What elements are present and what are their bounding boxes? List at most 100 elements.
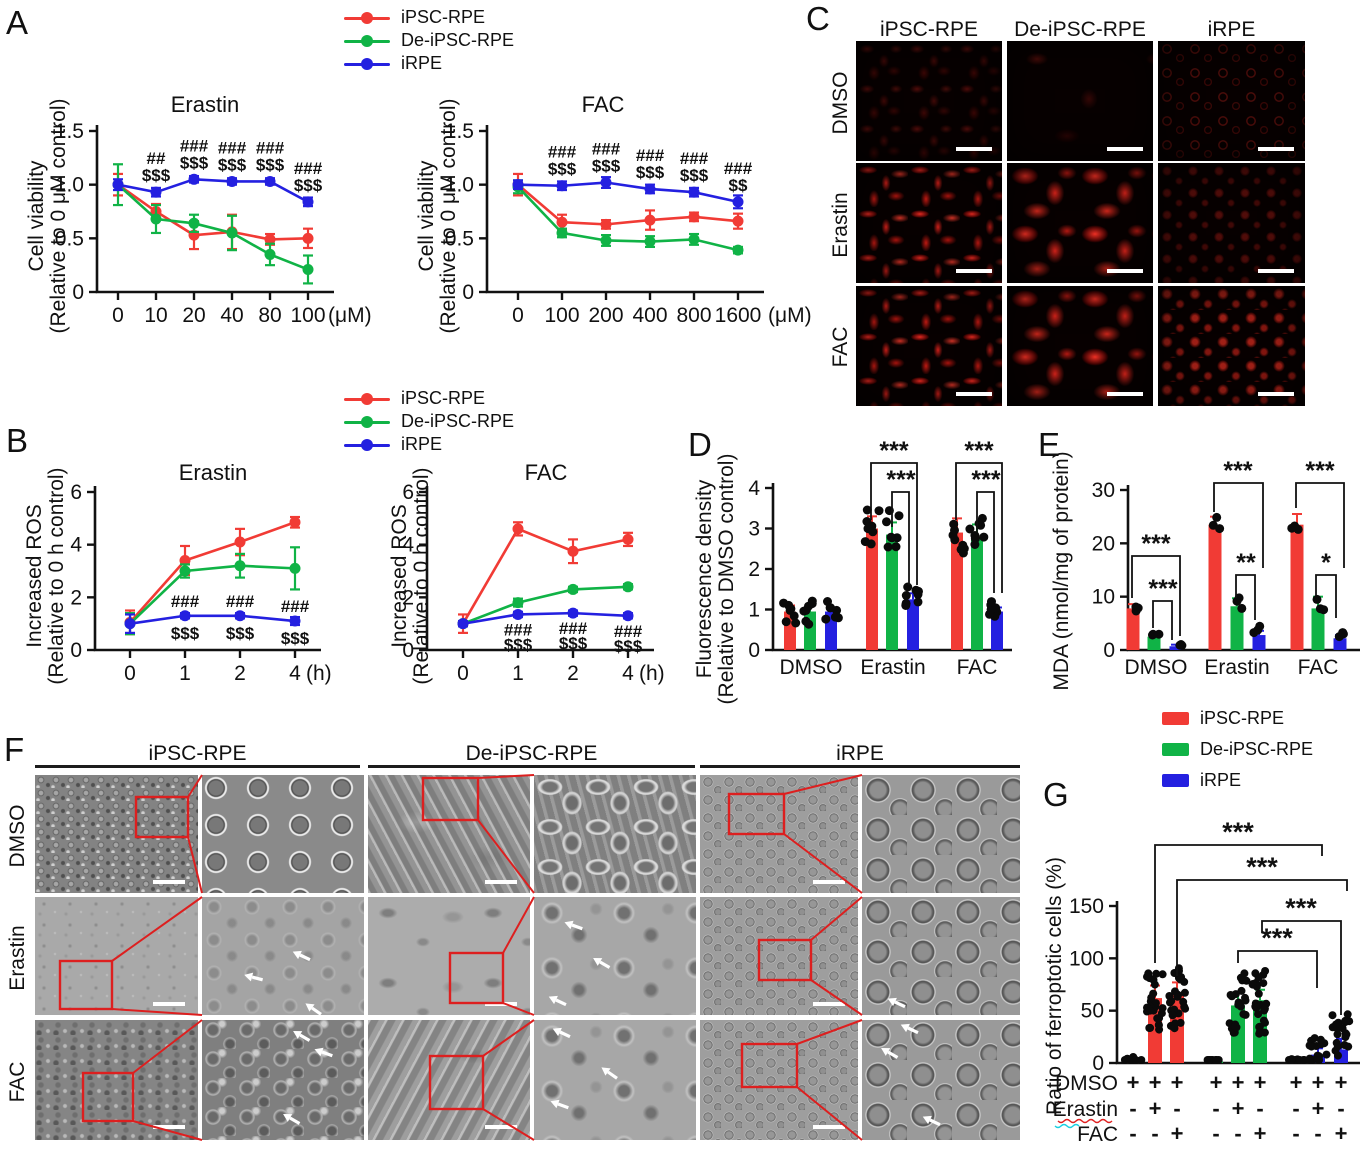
data-point bbox=[781, 617, 791, 627]
series-point bbox=[622, 581, 634, 593]
arrow-icon bbox=[293, 1031, 311, 1042]
data-point bbox=[979, 532, 989, 542]
data-point bbox=[1254, 1010, 1263, 1019]
arrow-tail bbox=[251, 975, 264, 982]
series-point bbox=[512, 523, 524, 535]
micrograph-f-erastin-de-ipsc-inset bbox=[534, 897, 696, 1015]
arrow-head bbox=[293, 1031, 303, 1039]
panel-a-legend-item: De-iPSC-RPE bbox=[344, 30, 515, 50]
arrow-icon bbox=[922, 1115, 941, 1127]
significance-dollar: $$$ bbox=[256, 155, 285, 174]
x-tick-label: 80 bbox=[258, 304, 281, 327]
legend-line-marker bbox=[344, 438, 390, 451]
arrow-icon bbox=[887, 997, 906, 1009]
data-point bbox=[970, 540, 980, 549]
x-tick-label: 1 bbox=[179, 662, 191, 685]
scale-bar bbox=[1107, 147, 1143, 151]
series-line-iRPE bbox=[517, 181, 739, 204]
data-point bbox=[886, 532, 896, 542]
x-axis-unit: (h) bbox=[306, 662, 332, 685]
zoom-region-box bbox=[428, 1054, 485, 1111]
series-line-De-iPSC-RPE bbox=[129, 564, 296, 625]
data-point bbox=[901, 591, 911, 600]
panel-g-legend-item: iRPE bbox=[1162, 770, 1313, 790]
legend-line-marker bbox=[344, 392, 390, 405]
zoom-connector-line bbox=[502, 896, 535, 954]
significance-hash: ### bbox=[559, 619, 588, 638]
data-point bbox=[1316, 1035, 1325, 1044]
legend-label: iRPE bbox=[1200, 770, 1242, 790]
group-label: FAC bbox=[1298, 656, 1339, 679]
y-tick-label: 6 bbox=[70, 481, 82, 504]
matrix-symbol: - bbox=[1151, 1121, 1158, 1146]
data-point bbox=[1180, 988, 1189, 997]
y-tick-label: 0 bbox=[1103, 639, 1115, 662]
matrix-symbol: - bbox=[1292, 1121, 1299, 1146]
significance-stars: *** bbox=[1305, 457, 1334, 485]
arrow-head bbox=[887, 997, 897, 1007]
x-tick-label: 200 bbox=[588, 304, 623, 327]
series-point bbox=[179, 565, 191, 577]
significance-bracket bbox=[1213, 482, 1264, 568]
significance-stars: *** bbox=[1261, 923, 1293, 953]
data-point bbox=[1137, 1056, 1146, 1064]
micrograph-c-erastin-de-ipsc-rpe bbox=[1007, 163, 1153, 283]
arrow-tail bbox=[887, 1050, 899, 1059]
data-point bbox=[1328, 1011, 1337, 1020]
arrow-icon bbox=[552, 1027, 571, 1039]
data-point bbox=[779, 598, 789, 608]
y-tick-label: 0.5 bbox=[55, 227, 84, 250]
panel-f-col-header-ipsc-rpe: iPSC-RPE bbox=[148, 742, 247, 765]
panel-g-legend-item: De-iPSC-RPE bbox=[1162, 739, 1313, 759]
data-point bbox=[1259, 979, 1268, 988]
data-point bbox=[1171, 987, 1179, 996]
panel-c-col-header-irpe: iRPE bbox=[1207, 18, 1256, 41]
bar-iRPE bbox=[1169, 646, 1183, 650]
series-point bbox=[179, 554, 191, 566]
matrix-row-label-erastin: Erastin bbox=[1053, 1098, 1118, 1121]
significance-bracket bbox=[1261, 920, 1342, 1015]
panel-g-legend: iPSC-RPE De-iPSC-RPE iRPE bbox=[1162, 708, 1313, 790]
arrow-icon bbox=[550, 1099, 569, 1110]
micrograph-c-dmso-de-ipsc-rpe bbox=[1007, 41, 1153, 161]
series-point bbox=[688, 233, 700, 245]
significance-stars: ** bbox=[1236, 549, 1256, 577]
matrix-symbol: + bbox=[1335, 1070, 1348, 1095]
significance-stars: *** bbox=[1223, 457, 1252, 485]
arrow-icon bbox=[292, 950, 311, 962]
zoom-connector-line bbox=[477, 819, 535, 894]
series-point bbox=[289, 562, 301, 574]
data-point bbox=[807, 599, 817, 609]
x-tick-label: 40 bbox=[220, 304, 243, 327]
arrow-head bbox=[283, 1114, 293, 1122]
matrix-symbol: + bbox=[1290, 1070, 1303, 1095]
data-point bbox=[1211, 1056, 1220, 1064]
data-point bbox=[1168, 1011, 1177, 1020]
y-tick-label: 0 bbox=[748, 639, 760, 662]
arrow-head bbox=[244, 972, 254, 982]
significance-hash: ### bbox=[636, 146, 665, 165]
series-point bbox=[264, 175, 276, 187]
data-point bbox=[1254, 989, 1263, 998]
micrograph-c-dmso-irpe bbox=[1158, 41, 1305, 161]
legend-label: De-iPSC-RPE bbox=[401, 30, 515, 50]
zoom-connector-line bbox=[796, 1086, 863, 1141]
data-point bbox=[1131, 1056, 1140, 1064]
panel-a-legend-item: iPSC-RPE bbox=[344, 7, 514, 27]
y-tick-label: 4 bbox=[402, 534, 414, 557]
series-line-De-iPSC-RPE bbox=[517, 185, 739, 252]
zoom-region-box bbox=[727, 792, 786, 836]
bar-De-iPSC-RPE bbox=[971, 536, 983, 650]
data-point bbox=[1322, 1050, 1331, 1059]
data-point bbox=[1239, 1010, 1248, 1019]
data-point bbox=[1153, 1014, 1162, 1023]
bar-iPSC-RPE bbox=[866, 528, 878, 650]
data-point bbox=[1146, 1023, 1155, 1032]
legend-line-marker bbox=[344, 11, 390, 24]
significance-dollar: $$$ bbox=[680, 166, 709, 185]
x-tick-label: 10 bbox=[144, 304, 167, 327]
significance-dollar: $$$ bbox=[171, 624, 200, 643]
scale-bar bbox=[1258, 392, 1294, 396]
matrix-symbol: - bbox=[1337, 1096, 1344, 1121]
